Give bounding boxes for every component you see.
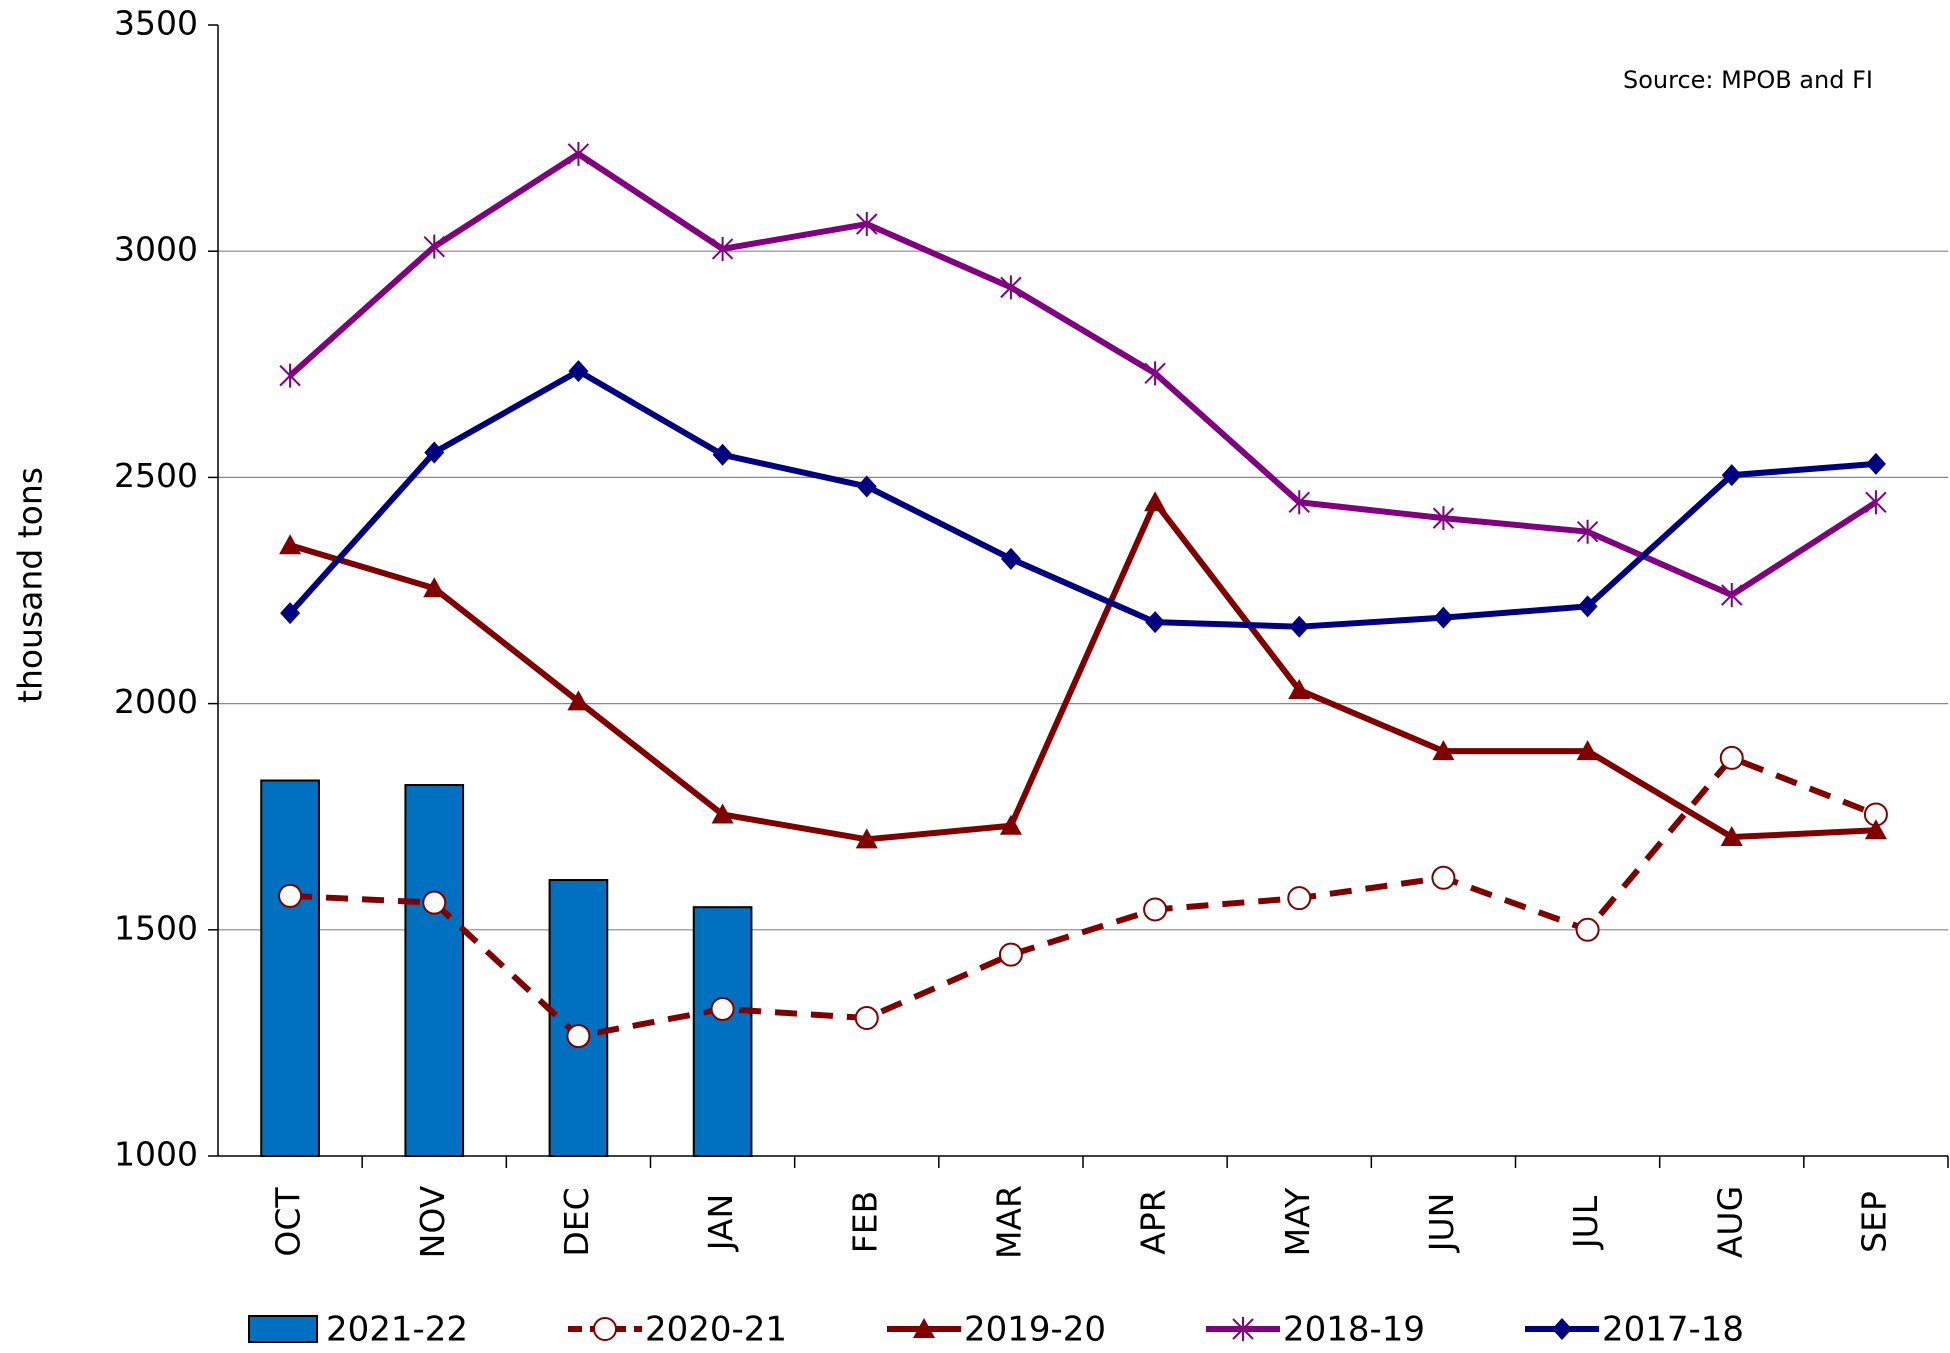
point [856, 475, 877, 498]
point [1288, 679, 1311, 700]
point [1433, 606, 1454, 629]
point [1431, 865, 1456, 890]
point [711, 803, 734, 824]
point [593, 1317, 617, 1341]
x-tick-label: NOV [413, 1185, 452, 1258]
point [1721, 583, 1743, 608]
point [855, 828, 878, 849]
point [1144, 491, 1167, 512]
point [424, 441, 445, 464]
line [288, 150, 1878, 599]
point [854, 1006, 879, 1031]
point [279, 363, 301, 388]
point [710, 996, 735, 1021]
point [999, 814, 1022, 835]
legend-item: 2020-21 [568, 1310, 787, 1350]
point [1576, 519, 1599, 544]
y-tick-label: 2000 [114, 682, 198, 721]
line [287, 368, 1877, 630]
point [1232, 1317, 1254, 1341]
x-tick-label: SEP [1854, 1191, 1893, 1253]
legend-swatch [248, 1315, 318, 1343]
point [422, 890, 447, 915]
legend-label: 2017-18 [1602, 1310, 1744, 1350]
line [289, 754, 1878, 1040]
x-tick-label: AUG [1710, 1186, 1749, 1258]
x-tick-label: JUL [1566, 1195, 1605, 1250]
point [1577, 595, 1598, 618]
x-tick-label: MAR [989, 1185, 1028, 1259]
line [289, 499, 1877, 843]
point [1287, 886, 1312, 911]
point [1000, 547, 1021, 570]
x-tick-label: OCT [269, 1187, 308, 1257]
legend-label: 2018-19 [1283, 1310, 1425, 1350]
point [568, 360, 589, 383]
point [1575, 917, 1600, 942]
bar [692, 906, 753, 1157]
point [1865, 490, 1887, 515]
y-tick-label: 1500 [114, 908, 198, 947]
point [1864, 819, 1887, 840]
x-tick-label: MAY [1278, 1187, 1317, 1256]
x-tick-label: FEB [845, 1191, 884, 1253]
bar [404, 784, 465, 1157]
point [712, 443, 733, 466]
point [1432, 740, 1455, 761]
x-tick-label: DEC [557, 1187, 596, 1256]
legend-label: 2021-22 [326, 1310, 468, 1350]
point [1865, 452, 1886, 475]
point [913, 1318, 935, 1338]
y-tick-label: 1000 [114, 1135, 198, 1174]
point [1552, 1318, 1572, 1340]
source-note: Source: MPOB and FI [1623, 66, 1873, 94]
legend-item: 2019-20 [887, 1310, 1106, 1350]
y-tick-label: 3000 [114, 230, 198, 269]
point [567, 141, 590, 166]
point [856, 212, 878, 237]
bar [548, 879, 609, 1157]
legend-item: 2017-18 [1525, 1310, 1744, 1350]
point [423, 577, 446, 598]
y-tick-label: 2500 [114, 456, 198, 495]
point [279, 534, 302, 555]
point [1144, 361, 1166, 386]
point [1719, 745, 1744, 770]
point [1289, 615, 1310, 638]
legend-label: 2019-20 [964, 1310, 1106, 1350]
point [278, 883, 303, 908]
point [998, 942, 1023, 967]
legend-item: 2021-22 [248, 1310, 468, 1350]
point [1145, 611, 1166, 634]
y-axis-title: thousand tons [11, 467, 50, 703]
point [1000, 275, 1022, 300]
x-tick-label: APR [1134, 1189, 1173, 1254]
point [1288, 490, 1310, 515]
x-tick-label: JUN [1422, 1193, 1461, 1254]
point [423, 234, 445, 259]
legend-label: 2020-21 [645, 1310, 787, 1350]
point [280, 602, 301, 625]
bar [260, 779, 320, 1157]
y-tick-label: 3500 [114, 4, 198, 43]
point [1720, 826, 1743, 847]
legend-item: 2018-19 [1206, 1310, 1425, 1350]
point [1721, 464, 1742, 487]
point [566, 1024, 591, 1049]
point [1143, 897, 1168, 922]
point [1576, 740, 1599, 761]
point [711, 236, 734, 261]
x-tick-label: JAN [701, 1194, 740, 1252]
point [1432, 506, 1455, 531]
point [567, 690, 590, 711]
